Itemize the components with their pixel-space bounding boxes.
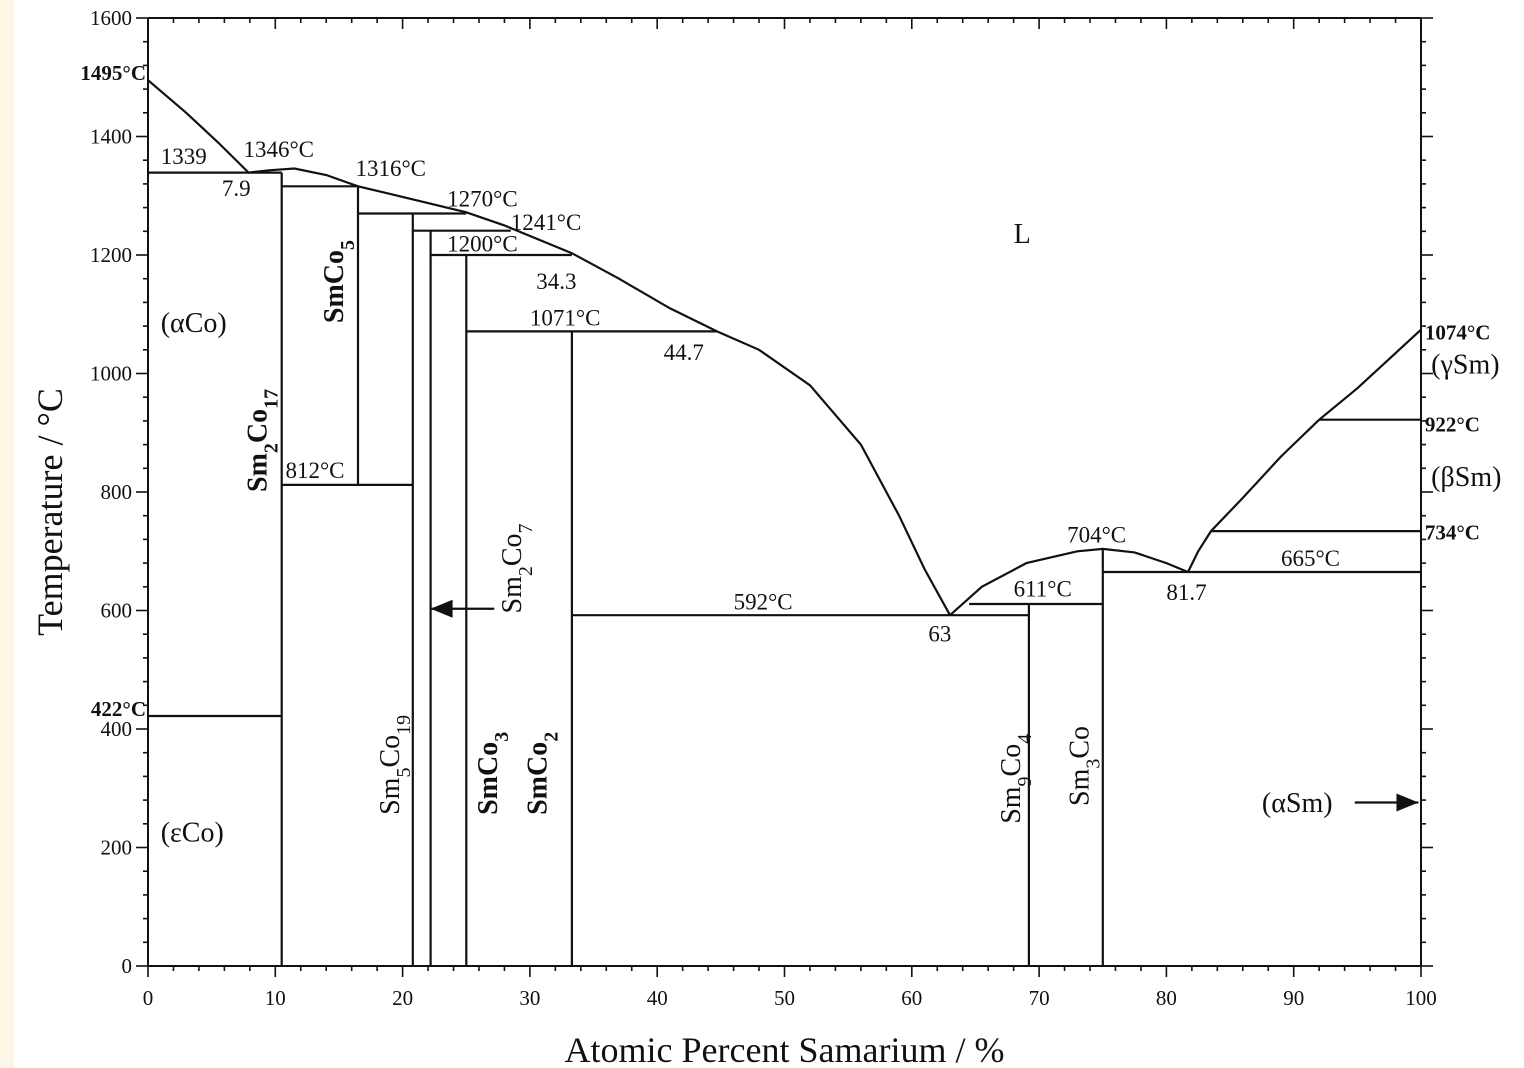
phase-label: L bbox=[1014, 219, 1031, 250]
temperature-annotation: 1241°C bbox=[511, 210, 582, 235]
temperature-annotation: 1346°C bbox=[243, 137, 314, 162]
x-tick-label: 40 bbox=[647, 986, 668, 1010]
temperature-annotation: 592°C bbox=[734, 589, 793, 614]
phase-label: Sm2Co17 bbox=[242, 389, 282, 492]
chart-canvas: 0 10 20 30 40 50 60 70 80 90 100 0 200 400 600 800 1000 1… bbox=[14, 0, 1524, 1068]
x-tick-label: 70 bbox=[1029, 986, 1050, 1010]
temperature-annotation: 922°C bbox=[1425, 413, 1480, 437]
y-tick-label: 200 bbox=[101, 836, 133, 860]
phase-label: (γSm) bbox=[1431, 350, 1499, 381]
arrow-head bbox=[430, 599, 453, 618]
y-tick-label: 600 bbox=[101, 599, 133, 623]
phase-label: Sm5Co19 bbox=[375, 715, 415, 815]
phase-diagram: 0 10 20 30 40 50 60 70 80 90 100020040060080010001… bbox=[30, 6, 1501, 1068]
temperature-annotation: 34.3 bbox=[536, 269, 576, 294]
y-tick-label: 800 bbox=[101, 480, 133, 504]
temperature-annotation: 611°C bbox=[1014, 576, 1072, 601]
x-tick-label: 100 bbox=[1405, 986, 1437, 1010]
y-tick-label: 400 bbox=[101, 717, 133, 741]
phase-label: SmCo2 bbox=[522, 732, 562, 815]
phase-label: Sm9Co4 bbox=[996, 734, 1036, 824]
temperature-annotation: 812°C bbox=[285, 458, 344, 483]
liquidus-curve bbox=[949, 547, 1189, 617]
phase-label: Sm3Co bbox=[1065, 726, 1105, 806]
x-tick-label: 90 bbox=[1283, 986, 1304, 1010]
phase-label: SmCo5 bbox=[319, 240, 359, 323]
temperature-annotation: 734°C bbox=[1425, 520, 1480, 544]
y-tick-label: 1400 bbox=[90, 125, 132, 149]
phase-label: (αCo) bbox=[161, 308, 227, 339]
x-tick-label: 0 bbox=[143, 986, 154, 1010]
x-tick-label: 30 bbox=[519, 986, 540, 1010]
temperature-annotation: 1074°C bbox=[1425, 321, 1491, 345]
arrow-head bbox=[1396, 793, 1419, 812]
x-tick-label: 80 bbox=[1156, 986, 1177, 1010]
temperature-annotation: 81.7 bbox=[1166, 580, 1206, 605]
temperature-annotation: 665°C bbox=[1281, 546, 1340, 571]
phase-label: (βSm) bbox=[1431, 462, 1501, 493]
y-tick-label: 0 bbox=[122, 954, 133, 978]
x-tick-label: 20 bbox=[392, 986, 413, 1010]
temperature-annotation: 44.7 bbox=[664, 340, 704, 365]
temperature-annotation: 1071°C bbox=[530, 306, 601, 331]
temperature-annotation: 1495°C bbox=[80, 61, 146, 85]
phase-label: (αSm) bbox=[1262, 788, 1333, 819]
phase-label: (εCo) bbox=[161, 818, 224, 849]
temperature-annotation: 1316°C bbox=[355, 156, 426, 181]
x-tick-label: 10 bbox=[265, 986, 286, 1010]
temperature-annotation: 1339 bbox=[161, 144, 207, 169]
y-axis-title: Temperature / °C bbox=[30, 388, 70, 636]
temperature-annotation: 422°C bbox=[91, 697, 146, 721]
temperature-annotation: 63 bbox=[928, 621, 951, 646]
x-axis-title: Atomic Percent Samarium / % bbox=[565, 1030, 1005, 1068]
y-tick-label: 1600 bbox=[90, 6, 132, 30]
y-tick-label: 1200 bbox=[90, 243, 132, 267]
y-tick-label: 1000 bbox=[90, 362, 132, 386]
temperature-annotation: 7.9 bbox=[222, 176, 251, 201]
x-tick-label: 60 bbox=[901, 986, 922, 1010]
phase-label: Sm2Co7 bbox=[497, 523, 537, 613]
temperature-annotation: 1270°C bbox=[447, 186, 518, 211]
liquidus-curve bbox=[1187, 328, 1422, 573]
temperature-annotation: 704°C bbox=[1067, 522, 1126, 547]
x-tick-label: 50 bbox=[774, 986, 795, 1010]
temperature-annotation: 1200°C bbox=[447, 231, 518, 256]
phase-label: SmCo3 bbox=[473, 732, 513, 815]
